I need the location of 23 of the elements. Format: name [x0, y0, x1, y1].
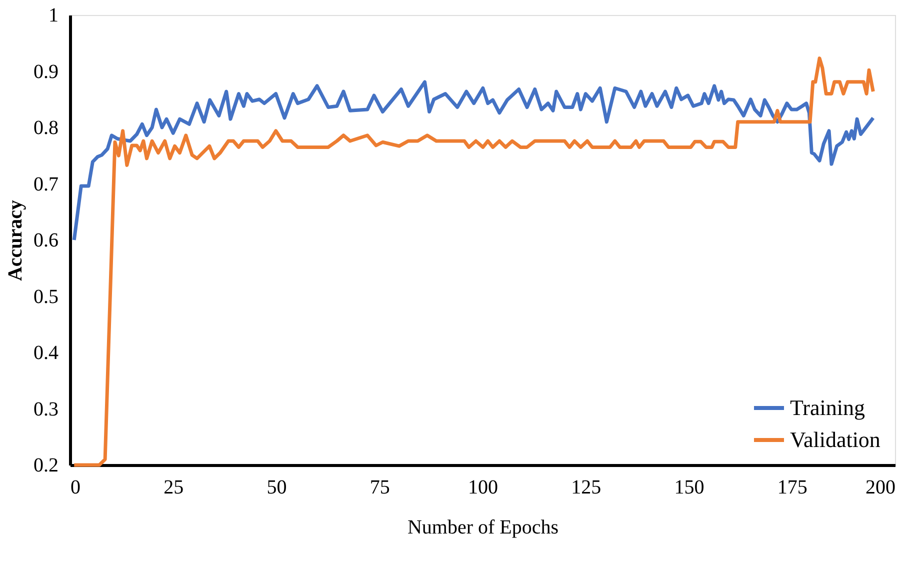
x-tick-label: 100 — [468, 476, 498, 498]
x-tick-label: 175 — [777, 476, 808, 498]
y-tick-label: 0.7 — [34, 173, 58, 196]
y-tick-label: 0.6 — [34, 230, 58, 252]
x-tick-label: 150 — [674, 476, 704, 498]
x-tick-label: 125 — [571, 476, 602, 498]
y-tick-label: 0.8 — [34, 117, 58, 139]
y-tick-label: 0.5 — [34, 286, 58, 308]
y-tick-label: 0.4 — [34, 342, 58, 364]
y-tick-label: 0.9 — [34, 60, 58, 83]
x-axis-title: Number of Epochs — [407, 516, 559, 538]
x-tick-label: 50 — [266, 476, 287, 498]
legend-label: Training — [790, 395, 865, 420]
y-axis-title: Accuracy — [4, 200, 26, 282]
y-tick-label: 1 — [48, 4, 58, 26]
legend-label: Validation — [790, 427, 880, 452]
x-tick-label: 200 — [866, 476, 896, 498]
x-tick-label: 0 — [70, 476, 80, 498]
y-tick-label: 0.3 — [34, 398, 58, 420]
y-tick-label: 0.2 — [34, 454, 58, 476]
x-tick-label: 75 — [370, 476, 390, 498]
line-series — [72, 80, 875, 242]
x-tick-label: 25 — [164, 476, 184, 498]
